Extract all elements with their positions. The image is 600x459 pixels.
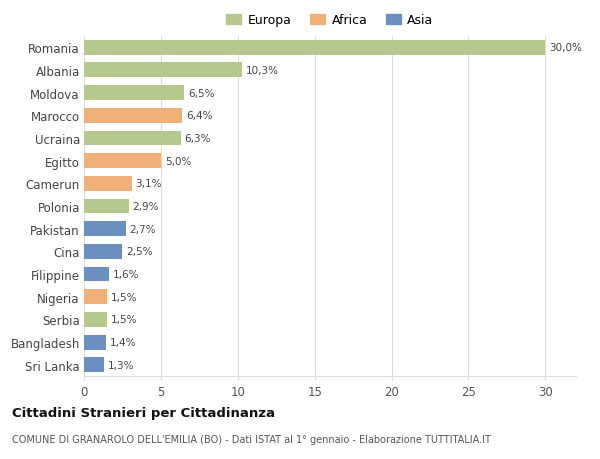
Text: 3,1%: 3,1% [136, 179, 162, 189]
Bar [84, 199, 128, 214]
Bar [84, 63, 242, 78]
Text: 10,3%: 10,3% [246, 66, 279, 76]
Text: Cittadini Stranieri per Cittadinanza: Cittadini Stranieri per Cittadinanza [12, 406, 275, 419]
Bar [84, 222, 125, 236]
Text: 1,5%: 1,5% [111, 315, 137, 325]
Text: 5,0%: 5,0% [165, 156, 191, 166]
Bar [84, 245, 122, 259]
Text: 30,0%: 30,0% [549, 43, 582, 53]
Text: 6,3%: 6,3% [185, 134, 211, 144]
Text: 1,4%: 1,4% [109, 337, 136, 347]
Bar [84, 290, 107, 304]
Text: 1,3%: 1,3% [108, 360, 134, 370]
Text: COMUNE DI GRANAROLO DELL'EMILIA (BO) - Dati ISTAT al 1° gennaio - Elaborazione T: COMUNE DI GRANAROLO DELL'EMILIA (BO) - D… [12, 434, 491, 444]
Bar [84, 358, 104, 372]
Bar [84, 335, 106, 350]
Text: 1,6%: 1,6% [112, 269, 139, 280]
Text: 1,5%: 1,5% [111, 292, 137, 302]
Text: 2,5%: 2,5% [126, 247, 153, 257]
Bar [84, 313, 107, 327]
Text: 2,9%: 2,9% [133, 202, 159, 212]
Bar [84, 177, 131, 191]
Text: 6,4%: 6,4% [186, 111, 213, 121]
Bar [84, 267, 109, 282]
Legend: Europa, Africa, Asia: Europa, Africa, Asia [221, 9, 439, 32]
Bar [84, 86, 184, 101]
Bar [84, 131, 181, 146]
Text: 2,7%: 2,7% [130, 224, 156, 234]
Bar [84, 41, 545, 56]
Bar [84, 154, 161, 168]
Bar [84, 109, 182, 123]
Text: 6,5%: 6,5% [188, 88, 214, 98]
